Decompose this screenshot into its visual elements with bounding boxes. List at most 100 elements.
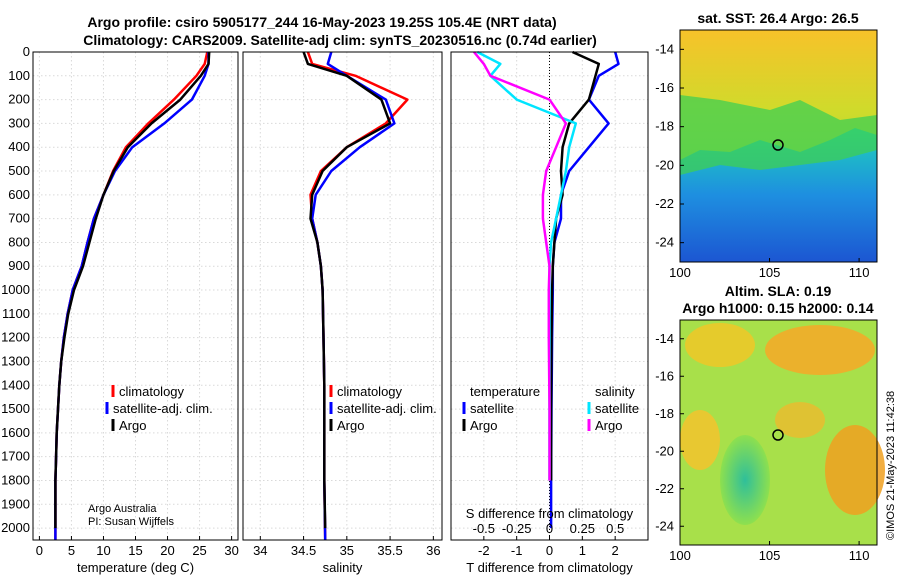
legend-label-s-argo: Argo <box>595 418 622 433</box>
map-x-tick-label: 110 <box>849 548 870 563</box>
plot-frame <box>242 51 443 541</box>
x-tick-label: 0 <box>546 543 553 558</box>
y-tick-label: 400 <box>8 139 30 154</box>
sla-low-1 <box>720 435 770 525</box>
map-x-tick-label: 105 <box>759 548 781 563</box>
sla-high-4 <box>680 410 720 470</box>
y-tick-label: 800 <box>8 234 30 249</box>
y-tick-label: 1900 <box>1 496 30 511</box>
map-y-tick-label: -20 <box>655 157 674 172</box>
y-tick-label: 1800 <box>1 472 30 487</box>
sla-high-3 <box>825 425 885 515</box>
x-axis-label: temperature (deg C) <box>77 560 194 575</box>
map-y-tick-label: -24 <box>655 518 674 533</box>
y-tick-label: 1500 <box>1 401 30 416</box>
x2-tick-label: -0.25 <box>502 521 532 536</box>
sla-map-axes: -14 -16 -18 -20 -22 -24 100 105 110 <box>655 331 869 563</box>
map-x-tick-label: 100 <box>669 548 691 563</box>
title-line-2: Climatology: CARS2009. Satellite-adj cli… <box>83 32 597 48</box>
sla-map-title-2: Argo h1000: 0.15 h2000: 0.14 <box>682 300 874 316</box>
series-line-climatology <box>54 51 209 540</box>
salinity-panel: 34 34.5 35 35.5 36 salinity <box>242 51 443 575</box>
y-tick-label: 700 <box>8 211 30 226</box>
salinity-legend: climatology satellite-adj. clim. Argo <box>329 384 437 433</box>
map-y-tick-label: -16 <box>655 80 674 95</box>
x-tick-label: 1 <box>579 543 586 558</box>
credit-argo-australia: Argo Australia <box>88 503 157 515</box>
y-tick-label: 900 <box>8 258 30 273</box>
map-y-tick-label: -20 <box>655 443 674 458</box>
legend-label-climatology: climatology <box>337 384 403 399</box>
legend-label-satellite-adj: satellite-adj. clim. <box>113 401 213 416</box>
x2-tick-label: 0.5 <box>606 521 624 536</box>
sst-map: -14 -16 -18 -20 -22 -24 100 105 110 <box>655 29 878 280</box>
sst-field-mid <box>680 95 877 175</box>
map-y-tick-label: -14 <box>655 331 674 346</box>
x-tick-label: 20 <box>160 543 174 558</box>
y-tick-label: 1200 <box>1 330 30 345</box>
y-tick-label: 1400 <box>1 377 30 392</box>
x-tick-label: 36 <box>426 543 440 558</box>
map-y-tick-label: -24 <box>655 235 674 250</box>
series-line-satellite <box>54 52 210 540</box>
y-tick-label: 1700 <box>1 449 30 464</box>
temperature-panel: 0100200300400500600700800900100011001200… <box>1 44 239 575</box>
x-tick-label: 34.5 <box>291 543 316 558</box>
x-axis-label: salinity <box>323 560 363 575</box>
legend-label-t-argo: Argo <box>470 418 497 433</box>
legend-label-satellite-adj: satellite-adj. clim. <box>337 401 437 416</box>
map-y-tick-label: -16 <box>655 368 674 383</box>
x-tick-label: -2 <box>478 543 490 558</box>
x-tick-label: 2 <box>612 543 619 558</box>
sla-high-2 <box>685 323 755 367</box>
sla-high-5 <box>775 402 825 438</box>
sst-map-frame <box>679 29 878 263</box>
y-tick-label: 1100 <box>2 306 30 321</box>
series-line-argo <box>54 51 211 529</box>
map-x-tick-label: 110 <box>849 265 870 280</box>
map-y-tick-label: -22 <box>655 196 674 211</box>
x-tick-label: 35.5 <box>377 543 402 558</box>
map-y-tick-label: -18 <box>655 119 674 134</box>
y-tick-label: 600 <box>8 187 30 202</box>
y-tick-label: 200 <box>8 92 30 107</box>
x-tick-label: 5 <box>68 543 75 558</box>
y-tick-label: 0 <box>23 44 30 59</box>
x-tick-label: 25 <box>192 543 206 558</box>
title-line-1: Argo profile: csiro 5905177_244 16-May-2… <box>87 14 556 30</box>
legend-label-t-satellite: satellite <box>470 401 514 416</box>
y-tick-label: 100 <box>8 68 30 83</box>
x-tick-label: -1 <box>511 543 523 558</box>
legend-label-climatology: climatology <box>119 384 185 399</box>
legend-heading-salinity: salinity <box>595 384 635 399</box>
map-x-tick-label: 100 <box>669 265 691 280</box>
sla-high-1 <box>765 325 875 375</box>
y-tick-label: 500 <box>8 163 30 178</box>
sla-argo-location-marker <box>772 429 784 441</box>
x-tick-label: 34 <box>253 543 267 558</box>
x2-tick-label: 0 <box>546 521 553 536</box>
sla-map-frame <box>679 319 878 546</box>
x-tick-label: 30 <box>224 543 238 558</box>
sst-argo-location-marker <box>772 139 784 151</box>
difference-legend: temperature salinity satellite Argo sate… <box>462 384 639 433</box>
temperature-legend: climatology satellite-adj. clim. Argo <box>105 384 213 433</box>
legend-heading-temperature: temperature <box>470 384 540 399</box>
series-line-argo <box>549 50 601 481</box>
map-x-tick-label: 105 <box>759 265 781 280</box>
map-y-tick-label: -22 <box>655 481 674 496</box>
legend-label-argo: Argo <box>337 418 364 433</box>
x-tick-label: 0 <box>36 543 43 558</box>
y-tick-label: 1300 <box>1 353 30 368</box>
x2-tick-label: -0.5 <box>473 521 495 536</box>
imos-timestamp: ©IMOS 21-May-2023 11:42:38 <box>885 391 897 540</box>
sla-map-title-1: Altim. SLA: 0.19 <box>725 283 832 299</box>
x-axis-label: T difference from climatology <box>466 560 633 575</box>
x-tick-label: 10 <box>96 543 110 558</box>
credit-pi: PI: Susan Wijffels <box>88 516 174 528</box>
x-tick-label: 35 <box>340 543 354 558</box>
x2-tick-label: 0.25 <box>570 521 595 536</box>
sla-map: -14 -16 -18 -20 -22 -24 100 105 110 <box>655 319 885 563</box>
sst-map-axes: -14 -16 -18 -20 -22 -24 100 105 110 <box>655 41 869 280</box>
